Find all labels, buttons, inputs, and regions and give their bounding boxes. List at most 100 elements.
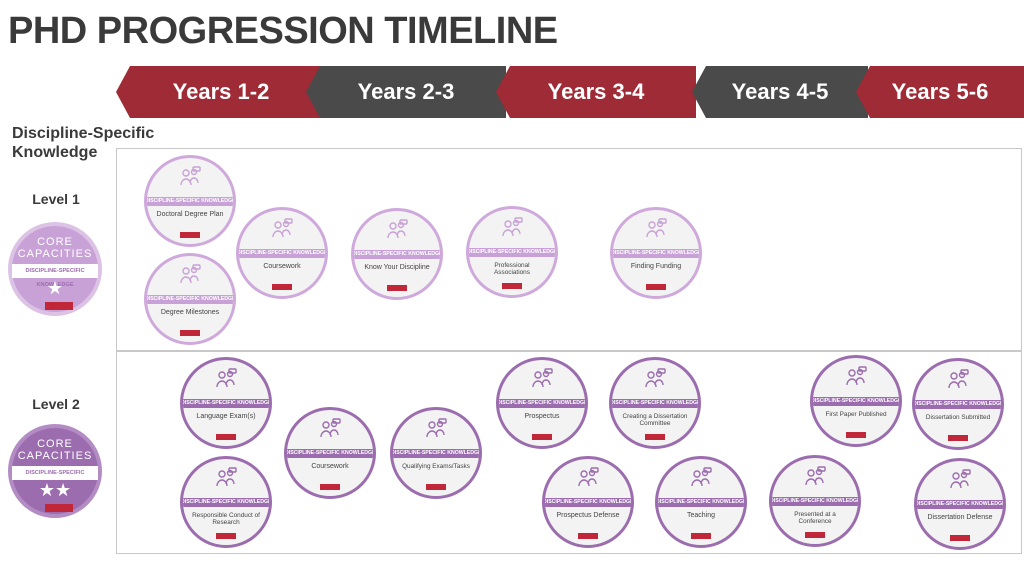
badge-know-your-discipline: DISCIPLINE-SPECIFIC KNOWLEDGE Know Your D… <box>351 208 443 300</box>
research-group-icon <box>502 217 523 237</box>
university-logo-icon <box>578 533 598 539</box>
research-group-icon <box>180 166 201 186</box>
university-logo-icon <box>320 484 340 490</box>
badge-label: Teaching <box>686 512 716 519</box>
badge-coursework: DISCIPLINE-SPECIFIC KNOWLEDGE Coursework <box>284 407 376 499</box>
badge-band: DISCIPLINE-SPECIFIC KNOWLEDGE <box>285 449 375 458</box>
university-logo-icon <box>950 535 970 541</box>
badge-label: Responsible Conduct of Research <box>192 512 260 527</box>
timeline-stage-years-2-3: Years 2-3 <box>306 66 506 118</box>
badge-prospectus: DISCIPLINE-SPECIFIC KNOWLEDGE Prospectus <box>496 357 588 449</box>
timeline-stage-years-5-6: Years 5-6 <box>856 66 1024 118</box>
university-logo-icon <box>646 284 666 290</box>
badge-band: DISCIPLINE-SPECIFIC KNOWLEDGE <box>543 498 633 507</box>
badge-prospectus-defense: DISCIPLINE-SPECIFIC KNOWLEDGE Prospectus … <box>542 456 634 548</box>
badge-band: DISCIPLINE-SPECIFIC KNOWLEDGE <box>770 497 860 506</box>
badge-band: DISCIPLINE-SPECIFIC KNOWLEDGE <box>145 197 235 206</box>
badge-label: First Paper Published <box>825 411 887 418</box>
university-logo-icon <box>180 330 200 336</box>
timeline-stage-years-3-4: Years 3-4 <box>496 66 696 118</box>
timeline-stage-years-1-2: Years 1-2 <box>116 66 326 118</box>
research-group-icon <box>691 467 712 487</box>
badge-band: DISCIPLINE-SPECIFIC KNOWLEDGE <box>181 399 271 408</box>
badge-label: Professional Associations <box>494 262 530 277</box>
section-heading: Discipline-Specific Knowledge <box>12 125 155 161</box>
badge-label: Presented at a Conference <box>794 511 836 526</box>
core-band-text: DISCIPLINE-SPECIFIC KNOWLEDGE <box>12 264 98 288</box>
university-logo-icon <box>45 302 73 310</box>
star-icon: ★ <box>46 278 64 298</box>
badge-creating-a-dissertation-committee: DISCIPLINE-SPECIFIC KNOWLEDGE Creating a … <box>609 357 701 449</box>
timeline-bar: Years 1-2 Years 2-3 Years 3-4 Years 4-5 … <box>0 66 1024 118</box>
university-logo-icon <box>216 434 236 440</box>
badge-label: Know Your Discipline <box>364 264 430 271</box>
badge-label: Coursework <box>311 463 349 470</box>
badge-dissertation-defense: DISCIPLINE-SPECIFIC KNOWLEDGE Dissertatio… <box>914 458 1006 550</box>
badge-band: DISCIPLINE-SPECIFIC KNOWLEDGE <box>497 399 587 408</box>
research-group-icon <box>532 368 553 388</box>
core-band-text: DISCIPLINE-SPECIFIC KNOWLEDGE <box>12 466 98 490</box>
university-logo-icon <box>502 283 522 289</box>
star-icon: ★★ <box>38 480 72 500</box>
badge-label: Dissertation Defense <box>927 514 993 521</box>
research-group-icon <box>180 264 201 284</box>
research-group-icon <box>645 368 666 388</box>
badge-label: Finding Funding <box>630 263 682 270</box>
badge-responsible-conduct-of-research: DISCIPLINE-SPECIFIC KNOWLEDGE Responsible… <box>180 456 272 548</box>
level-2-panel <box>116 350 1022 554</box>
research-group-icon <box>426 418 447 438</box>
research-group-icon <box>805 466 826 486</box>
badge-label: Prospectus Defense <box>556 512 620 519</box>
university-logo-icon <box>846 432 866 438</box>
badge-band: DISCIPLINE-SPECIFIC KNOWLEDGE <box>913 400 1003 409</box>
badge-coursework: DISCIPLINE-SPECIFIC KNOWLEDGE Coursework <box>236 207 328 299</box>
badge-band: DISCIPLINE-SPECIFIC KNOWLEDGE <box>811 397 901 406</box>
university-logo-icon <box>426 484 446 490</box>
research-group-icon <box>846 366 867 386</box>
badge-band: DISCIPLINE-SPECIFIC KNOWLEDGE <box>610 399 700 408</box>
university-logo-icon <box>45 504 73 512</box>
badge-label: Doctoral Degree Plan <box>156 211 224 218</box>
badge-degree-milestones: DISCIPLINE-SPECIFIC KNOWLEDGE Degree Mile… <box>144 253 236 345</box>
badge-band: DISCIPLINE-SPECIFIC KNOWLEDGE <box>915 500 1005 509</box>
badge-label: Qualifying Exams/Tasks <box>402 463 470 470</box>
page-title: PHD PROGRESSION TIMELINE <box>8 10 558 52</box>
university-logo-icon <box>387 285 407 291</box>
badge-label: Prospectus <box>524 413 560 420</box>
badge-dissertation-submitted: DISCIPLINE-SPECIFIC KNOWLEDGE Dissertatio… <box>912 358 1004 450</box>
badge-first-paper-published: DISCIPLINE-SPECIFIC KNOWLEDGE First Paper… <box>810 355 902 447</box>
university-logo-icon <box>691 533 711 539</box>
core-capacities-level-2-badge: CORE CAPACITIES DISCIPLINE-SPECIFIC KNOW… <box>8 424 102 518</box>
badge-band: DISCIPLINE-SPECIFIC KNOWLEDGE <box>352 250 442 259</box>
university-logo-icon <box>180 232 200 238</box>
university-logo-icon <box>216 533 236 539</box>
badge-professional-associations: DISCIPLINE-SPECIFIC KNOWLEDGE Professiona… <box>466 206 558 298</box>
badge-finding-funding: DISCIPLINE-SPECIFIC KNOWLEDGE Finding Fun… <box>610 207 702 299</box>
badge-teaching: DISCIPLINE-SPECIFIC KNOWLEDGE Teaching <box>655 456 747 548</box>
research-group-icon <box>320 418 341 438</box>
badge-qualifying-exams-tasks: DISCIPLINE-SPECIFIC KNOWLEDGE Qualifying … <box>390 407 482 499</box>
badge-doctoral-degree-plan: DISCIPLINE-SPECIFIC KNOWLEDGE Doctoral De… <box>144 155 236 247</box>
university-logo-icon <box>805 532 825 538</box>
badge-band: DISCIPLINE-SPECIFIC KNOWLEDGE <box>611 249 701 258</box>
level-2-label: Level 2 <box>32 396 80 412</box>
university-logo-icon <box>645 434 665 440</box>
level-1-label: Level 1 <box>32 191 80 207</box>
research-group-icon <box>272 218 293 238</box>
badge-label: Dissertation Submitted <box>925 414 991 421</box>
research-group-icon <box>950 469 971 489</box>
university-logo-icon <box>532 434 552 440</box>
badge-presented-at-a-conference: DISCIPLINE-SPECIFIC KNOWLEDGE Presented a… <box>769 455 861 547</box>
research-group-icon <box>578 467 599 487</box>
research-group-icon <box>948 369 969 389</box>
badge-band: DISCIPLINE-SPECIFIC KNOWLEDGE <box>145 295 235 304</box>
badge-band: DISCIPLINE-SPECIFIC KNOWLEDGE <box>656 498 746 507</box>
university-logo-icon <box>948 435 968 441</box>
badge-label: Creating a Dissertation Committee <box>622 413 688 428</box>
research-group-icon <box>646 218 667 238</box>
badge-label: Coursework <box>263 263 301 270</box>
badge-label: Degree Milestones <box>160 309 220 316</box>
badge-band: DISCIPLINE-SPECIFIC KNOWLEDGE <box>467 248 557 257</box>
core-capacities-text: CORE CAPACITIES <box>17 438 93 462</box>
badge-band: DISCIPLINE-SPECIFIC KNOWLEDGE <box>181 498 271 507</box>
